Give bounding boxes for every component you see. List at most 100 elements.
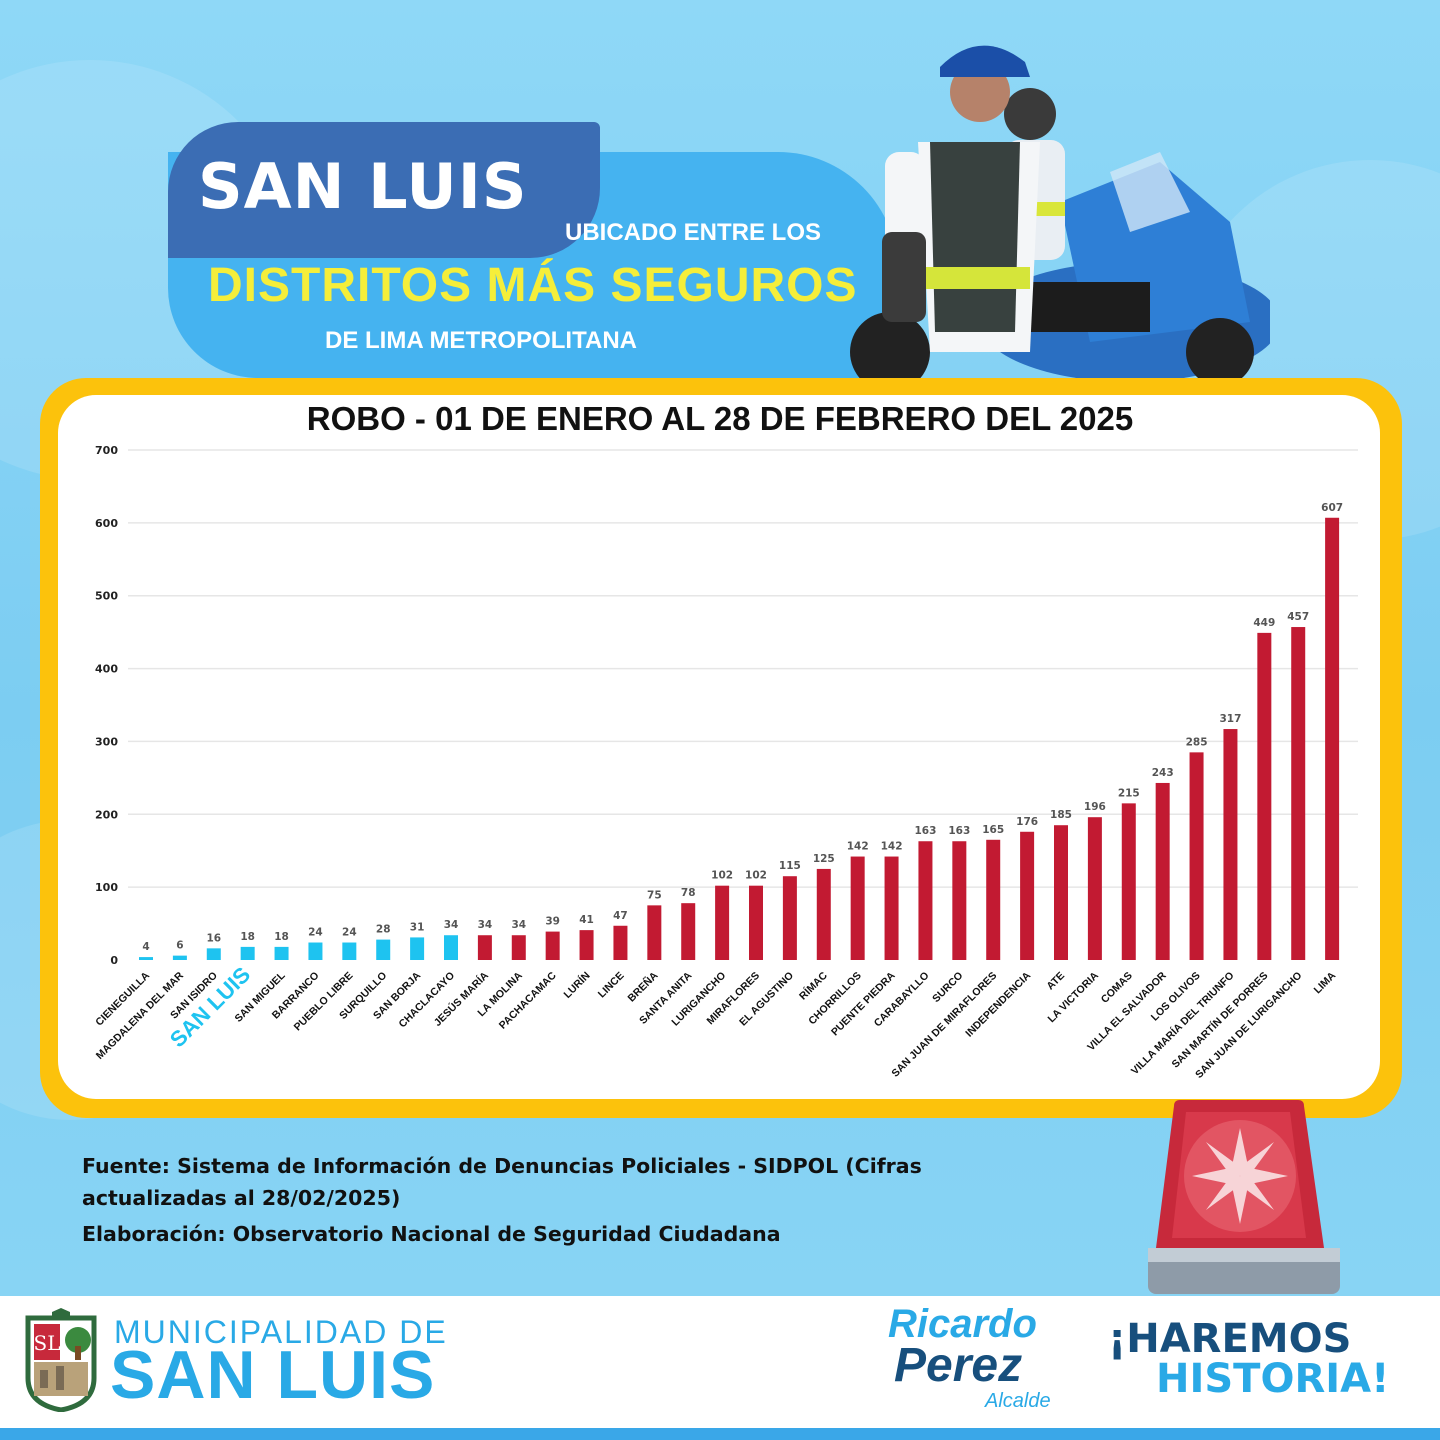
y-tick-label: 600 [95, 517, 118, 530]
data-label: 18 [240, 931, 255, 943]
bar [782, 876, 797, 960]
slogan-line-1: ¡HAREMOS [1108, 1316, 1352, 1362]
header-subtitle-2: DISTRITOS MÁS SEGUROS [208, 259, 858, 312]
bar [1087, 817, 1102, 960]
y-tick-label: 400 [95, 663, 118, 676]
bar [613, 925, 628, 960]
chart-title: ROBO - 01 DE ENERO AL 28 DE FEBRERO DEL … [306, 400, 1134, 437]
bar [240, 946, 255, 960]
data-label: 75 [647, 889, 662, 901]
data-label: 163 [948, 825, 970, 837]
data-label: 185 [1050, 809, 1072, 821]
data-label: 18 [274, 931, 289, 943]
data-label: 41 [579, 914, 594, 926]
siren-icon [1148, 1100, 1340, 1294]
chart-card [58, 395, 1380, 1099]
bar [1155, 782, 1170, 960]
data-label: 165 [982, 824, 1004, 836]
bar [1054, 825, 1068, 960]
x-tick-label: PUEBLO LIBRE [292, 970, 356, 1034]
bar [884, 856, 899, 960]
header-banner-dark [168, 122, 600, 258]
municipality-label: MUNICIPALIDAD DE [114, 1314, 448, 1350]
data-label: 4 [142, 941, 149, 953]
data-label: 457 [1287, 611, 1309, 623]
bar [1189, 752, 1204, 960]
data-label: 39 [545, 916, 560, 928]
bar [1257, 632, 1272, 960]
data-label: 607 [1321, 502, 1343, 514]
data-label: 142 [847, 841, 869, 853]
data-label: 125 [813, 853, 835, 865]
data-label: 176 [1016, 816, 1038, 828]
bar [579, 930, 594, 960]
bar [1020, 831, 1035, 960]
data-label: 142 [881, 841, 903, 853]
y-tick-label: 700 [95, 444, 118, 457]
bar [681, 903, 696, 960]
footer [0, 1296, 1440, 1440]
data-label: 102 [745, 870, 767, 882]
bar [545, 931, 560, 960]
y-tick-label: 200 [95, 808, 118, 821]
header-subtitle-1: UBICADO ENTRE LOS [565, 219, 822, 246]
data-label: 6 [176, 940, 183, 952]
bar [1291, 627, 1306, 960]
source-text: Fuente: Sistema de Información de Denunc… [82, 1154, 922, 1210]
mayor-first-name: Ricardo [888, 1302, 1037, 1346]
data-label: 196 [1084, 801, 1106, 813]
data-label: 243 [1152, 767, 1174, 779]
bar [376, 939, 391, 960]
y-tick-label: 100 [95, 881, 118, 894]
data-label: 16 [206, 932, 221, 944]
x-tick-label: ATE [1044, 970, 1067, 993]
bar [749, 885, 763, 960]
bar [918, 841, 933, 960]
data-label: 24 [308, 927, 323, 939]
slogan-line-2: HISTORIA! [1156, 1356, 1390, 1402]
data-label: 31 [410, 921, 425, 933]
data-label: 102 [711, 870, 733, 882]
bar [952, 841, 967, 960]
data-label: 28 [376, 924, 391, 936]
data-label: 115 [779, 860, 801, 872]
data-label: 47 [613, 910, 628, 922]
municipality-name: SAN LUIS [110, 1337, 436, 1413]
bar [172, 955, 187, 960]
mayor-last-name: Perez [894, 1339, 1023, 1392]
x-tick-label: RÍMAC [796, 969, 830, 1003]
header-subtitle-3: DE LIMA METROPOLITANA [325, 327, 637, 354]
data-label: 34 [511, 919, 526, 931]
x-tick-label: INDEPENDENCIA [963, 969, 1033, 1039]
bar [308, 942, 323, 960]
bar [816, 868, 831, 960]
bar [139, 957, 153, 960]
x-tick-label: LURÍN [561, 969, 593, 1001]
data-label: 163 [914, 825, 936, 837]
y-tick-label: 500 [95, 590, 118, 603]
elaboration-text: Elaboración: Observatorio Nacional de Se… [82, 1222, 781, 1246]
bar [206, 948, 221, 960]
data-label: 34 [478, 919, 493, 931]
bar [410, 937, 425, 960]
x-tick-label: LIMA [1312, 969, 1339, 996]
municipal-crest-icon: SL [25, 1308, 97, 1412]
data-label: 34 [444, 919, 459, 931]
data-label: 285 [1186, 736, 1208, 748]
bar [1121, 803, 1136, 960]
x-tick-label: LINCE [596, 970, 627, 1001]
data-label: 449 [1253, 617, 1275, 629]
data-label: 317 [1219, 713, 1241, 725]
bar [850, 856, 865, 960]
bar [342, 942, 357, 960]
bar [511, 935, 526, 960]
footer-stripe [0, 1428, 1440, 1440]
bar [477, 935, 492, 960]
bar [715, 885, 730, 960]
bar [986, 839, 1001, 960]
officer-motorbike-image [850, 45, 1270, 378]
y-tick-label: 300 [95, 735, 118, 748]
mayor-role: Alcalde [985, 1390, 1051, 1412]
svg-text:SL: SL [34, 1331, 61, 1355]
bar-chart: 01002003004005006007004CIENEGUILLA6MAGDA… [93, 444, 1358, 1081]
